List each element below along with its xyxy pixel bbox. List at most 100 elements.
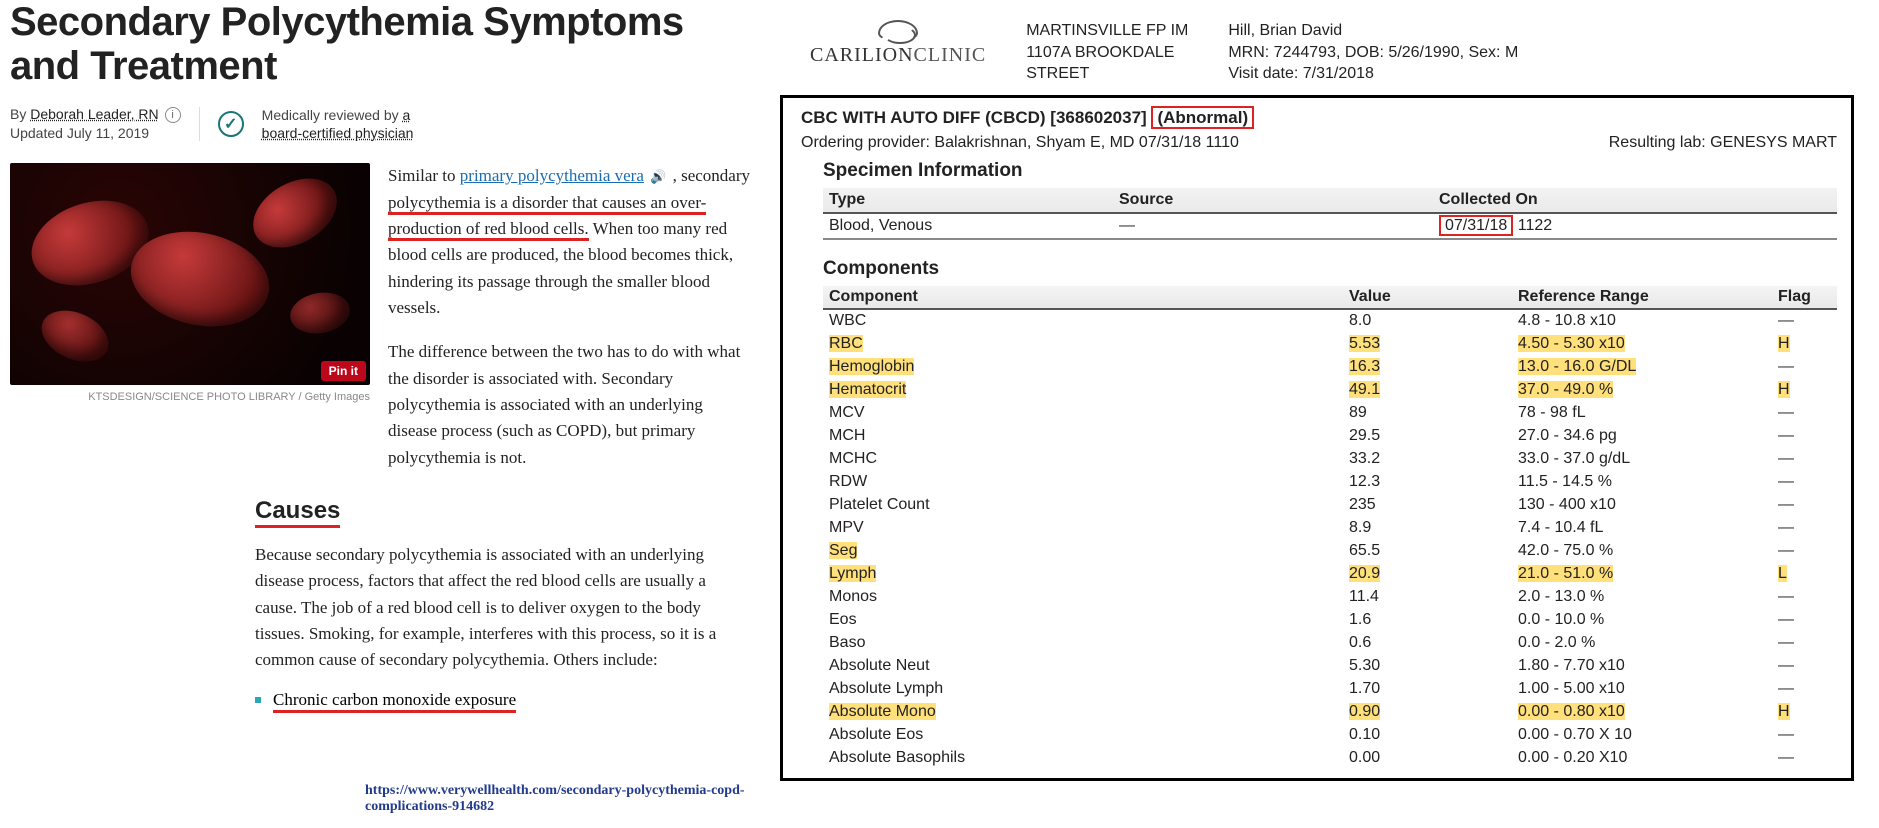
collected-date: 07/31/18 [1439, 215, 1513, 236]
table-row: Lymph20.921.0 - 51.0 %L [823, 563, 1837, 586]
byline-row: By Deborah Leader, RN i Updated July 11, … [10, 106, 750, 141]
cell: H [1772, 379, 1837, 402]
spec-col-type: Type [823, 188, 1113, 213]
addr-line-2: 1107A BROOKDALE [1026, 42, 1188, 64]
col-component: Component [823, 286, 1343, 309]
logo-swirl-icon [878, 20, 918, 42]
cell: 49.1 [1343, 379, 1512, 402]
cell: 12.3 [1343, 471, 1512, 494]
spec-type: Blood, Venous [823, 213, 1113, 239]
table-row: Absolute Lymph1.701.00 - 5.00 x10— [823, 678, 1837, 701]
source-url[interactable]: https://www.verywellhealth.com/secondary… [365, 783, 750, 815]
cell: Absolute Mono [823, 701, 1343, 724]
cell: Absolute Eos [823, 724, 1343, 747]
cell: MCHC [823, 448, 1343, 471]
patient-visit: Visit date: 7/31/2018 [1228, 63, 1518, 85]
lab-report-panel: CARILIONCLINIC MARTINSVILLE FP IM 1107A … [770, 0, 1870, 828]
cell: RDW [823, 471, 1343, 494]
cell: H [1772, 701, 1837, 724]
cell: — [1772, 309, 1837, 333]
table-row: Seg65.542.0 - 75.0 %— [823, 540, 1837, 563]
report-header: CARILIONCLINIC MARTINSVILLE FP IM 1107A … [780, 0, 1860, 95]
cell: 5.53 [1343, 333, 1512, 356]
components-table: Component Value Reference Range Flag WBC… [823, 286, 1837, 770]
patient-name: Hill, Brian David [1228, 20, 1518, 42]
table-row: MPV8.97.4 - 10.4 fL— [823, 517, 1837, 540]
cell: 1.80 - 7.70 x10 [1512, 655, 1772, 678]
cell: 33.2 [1343, 448, 1512, 471]
table-row: Hematocrit49.137.0 - 49.0 %H [823, 379, 1837, 402]
table-row: WBC8.04.8 - 10.8 x10— [823, 309, 1837, 333]
report-title-main: CBC WITH AUTO DIFF (CBCD) [368602037] [801, 108, 1151, 127]
cell: — [1772, 402, 1837, 425]
cell: 42.0 - 75.0 % [1512, 540, 1772, 563]
cell: 0.10 [1343, 724, 1512, 747]
cell: 0.00 - 0.70 X 10 [1512, 724, 1772, 747]
cell: 0.90 [1343, 701, 1512, 724]
cell: Seg [823, 540, 1343, 563]
paragraph-3: Because secondary polycythemia is associ… [255, 542, 750, 674]
cell: Platelet Count [823, 494, 1343, 517]
primary-polycythemia-link[interactable]: primary polycythemia vera [460, 166, 644, 185]
byline-updated: Updated July 11, 2019 [10, 125, 181, 141]
p1-mid: , secondary [668, 166, 750, 185]
cell: 0.0 - 10.0 % [1512, 609, 1772, 632]
byline-prefix: By [10, 106, 30, 122]
logo-sub: CLINIC [914, 44, 987, 66]
cell: 1.70 [1343, 678, 1512, 701]
col-flag: Flag [1772, 286, 1837, 309]
cell: 130 - 400 x10 [1512, 494, 1772, 517]
cell: H [1772, 333, 1837, 356]
cell: 8.9 [1343, 517, 1512, 540]
table-row: Eos1.60.0 - 10.0 %— [823, 609, 1837, 632]
cell: RBC [823, 333, 1343, 356]
resulting-label: Resulting lab: [1609, 134, 1706, 151]
article-title: Secondary Polycythemia Symptoms and Trea… [10, 0, 750, 88]
pin-it-button[interactable]: Pin it [321, 361, 366, 381]
cell: 11.5 - 14.5 % [1512, 471, 1772, 494]
table-row: Absolute Mono0.900.00 - 0.80 x10H [823, 701, 1837, 724]
mrev-link-a[interactable]: a [403, 107, 411, 123]
report-title: CBC WITH AUTO DIFF (CBCD) [368602037] (A… [801, 108, 1837, 128]
bullet-icon [255, 697, 261, 703]
cell: 2.0 - 13.0 % [1512, 586, 1772, 609]
cell: 1.6 [1343, 609, 1512, 632]
hero-image: Pin it [10, 163, 370, 385]
cell: — [1772, 471, 1837, 494]
cell: 13.0 - 16.0 G/DL [1512, 356, 1772, 379]
causes-heading: Causes [255, 497, 340, 528]
cell: 20.9 [1343, 563, 1512, 586]
article-figure: Pin it KTSDESIGN/SCIENCE PHOTO LIBRARY /… [10, 163, 370, 489]
clinic-logo: CARILIONCLINIC [810, 20, 986, 67]
cell: — [1772, 609, 1837, 632]
spec-col-collected: Collected On [1433, 188, 1837, 213]
author-link[interactable]: Deborah Leader, RN [30, 106, 158, 122]
cell: 0.00 - 0.80 x10 [1512, 701, 1772, 724]
cell: — [1772, 632, 1837, 655]
speaker-icon[interactable]: 🔊 [650, 167, 666, 187]
cell: Eos [823, 609, 1343, 632]
spec-collected: 07/31/18 1122 [1433, 213, 1837, 239]
addr-line-3: STREET [1026, 63, 1188, 85]
table-row: MCV8978 - 98 fL— [823, 402, 1837, 425]
cell: Hematocrit [823, 379, 1343, 402]
table-row: MCHC33.233.0 - 37.0 g/dL— [823, 448, 1837, 471]
ordering-row: Ordering provider: Balakrishnan, Shyam E… [801, 134, 1837, 152]
table-row: MCH29.527.0 - 34.6 pg— [823, 425, 1837, 448]
cell: Lymph [823, 563, 1343, 586]
cell: — [1772, 425, 1837, 448]
cell: 7.4 - 10.4 fL [1512, 517, 1772, 540]
table-row: Baso0.60.0 - 2.0 %— [823, 632, 1837, 655]
col-value: Value [1343, 286, 1512, 309]
byline-author: By Deborah Leader, RN i [10, 106, 181, 123]
mrev-prefix: Medically reviewed by [262, 107, 403, 123]
info-icon[interactable]: i [165, 107, 181, 123]
cell: L [1772, 563, 1837, 586]
mrev-link-b[interactable]: board-certified physician [262, 125, 414, 141]
table-row: RDW12.311.5 - 14.5 %— [823, 471, 1837, 494]
specimen-heading: Specimen Information [823, 160, 1837, 182]
addr-line-1: MARTINSVILLE FP IM [1026, 20, 1188, 42]
cell: 11.4 [1343, 586, 1512, 609]
cell: 4.50 - 5.30 x10 [1512, 333, 1772, 356]
cell: — [1772, 494, 1837, 517]
